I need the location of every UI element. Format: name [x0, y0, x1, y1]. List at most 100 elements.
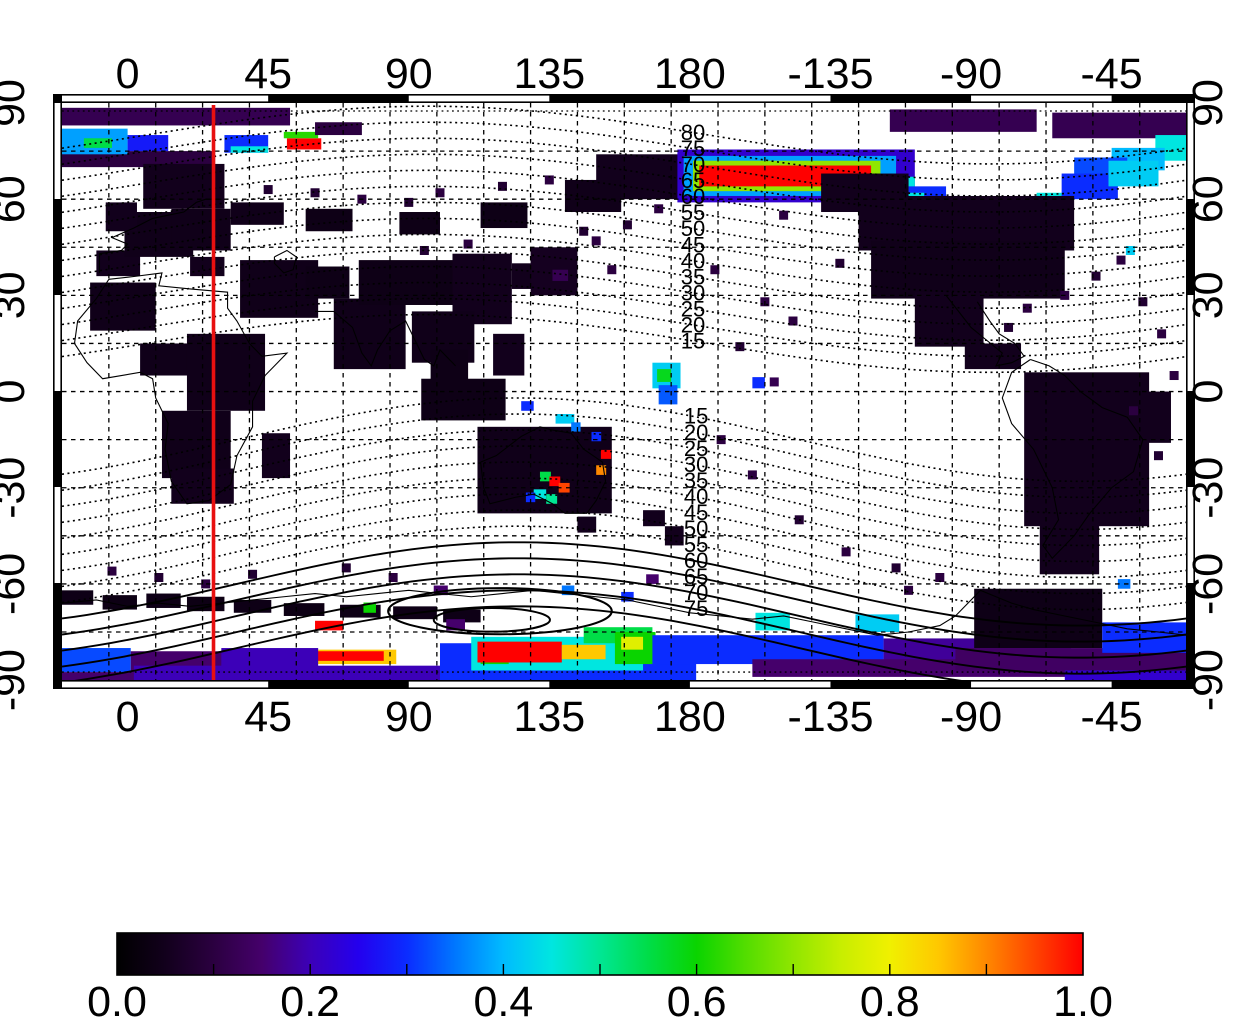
- lat-tick-label-left: 60: [0, 175, 34, 223]
- maglat-label-north: 40: [681, 248, 705, 273]
- maglat-label-north: 45: [681, 232, 705, 257]
- maglat-contour-south: [62, 445, 1187, 531]
- maglat-label-south: 30: [684, 452, 708, 477]
- roti-cell: [1061, 173, 1118, 200]
- maglat-contour-south: [62, 397, 1187, 483]
- maglat-polar-oval: [432, 606, 551, 633]
- frame-bottom-segment: [62, 681, 269, 688]
- frame-left-segment: [54, 487, 61, 583]
- roti-cell: [521, 401, 534, 411]
- roti-cell: [171, 208, 231, 251]
- roti-cell: [493, 333, 525, 376]
- roti-cell: [752, 377, 765, 389]
- roti-cell: [127, 135, 169, 152]
- map-frame: [53, 94, 1195, 689]
- lat-tick-label-right: 0: [1184, 380, 1232, 404]
- maglat-contour-south: [62, 461, 1187, 547]
- coastline: [73, 272, 289, 505]
- lon-tick-label-bottom: -135: [787, 693, 873, 741]
- roti-speckle: [841, 547, 851, 557]
- lon-tick-label-bottom: 180: [654, 693, 726, 741]
- lon-tick-label-top: 45: [244, 50, 292, 98]
- roti-cell: [233, 599, 272, 613]
- maglat-label-north: 50: [681, 216, 705, 241]
- lat-tick-label-right: -30: [1184, 457, 1232, 519]
- roti-cell: [240, 260, 319, 318]
- roti-speckle: [1125, 245, 1135, 255]
- roti-cell: [399, 212, 440, 235]
- maglat-label-north: 20: [681, 312, 705, 337]
- roti-speckle: [622, 220, 632, 230]
- frame-bottom: [53, 680, 1195, 689]
- frame-right-segment: [1187, 295, 1194, 391]
- frame-bottom-segment: [971, 681, 1112, 688]
- roti-cell: [305, 208, 353, 232]
- roti-cell: [555, 413, 575, 424]
- frame-right-segment: [1187, 487, 1194, 583]
- maglat-label-south: 15: [684, 404, 708, 429]
- roti-speckle: [1138, 297, 1148, 307]
- maglat-label-north: 80: [681, 120, 705, 145]
- frame-left-segment: [54, 103, 61, 199]
- roti-cell: [221, 648, 319, 668]
- roti-cell: [855, 614, 900, 633]
- roti-speckle: [463, 239, 473, 249]
- roti-cell: [480, 202, 528, 229]
- frame-left: [53, 94, 62, 689]
- coastline: [98, 198, 222, 273]
- roti-cell: [955, 648, 1187, 671]
- roti-cell: [600, 449, 612, 459]
- roti-cell: [1052, 112, 1187, 139]
- roti-cell: [621, 591, 634, 602]
- roti-cell: [90, 282, 156, 331]
- lat-tick-label-left: 30: [0, 271, 34, 319]
- maglat-label-north: 25: [681, 296, 705, 321]
- roti-speckle: [248, 569, 258, 579]
- lon-tick-label-top: -45: [1081, 50, 1143, 98]
- roti-cell: [549, 476, 561, 487]
- lat-tick-label-left: 0: [0, 380, 34, 404]
- roti-speckle: [419, 245, 429, 255]
- roti-cell: [143, 163, 225, 209]
- roti-speckle: [201, 579, 211, 589]
- colorbar-tick-label: 0.8: [860, 978, 920, 1024]
- roti-cell: [658, 385, 678, 405]
- roti-speckle: [779, 210, 789, 220]
- roti-cell: [315, 620, 344, 631]
- roti-cell: [283, 131, 319, 139]
- roti-speckle: [1116, 255, 1126, 265]
- lat-tick-label-left: -90: [0, 649, 34, 711]
- colorbar-tick-label: 0.6: [667, 978, 727, 1024]
- maglat-label-north: 55: [681, 200, 705, 225]
- lat-tick-label-right: 60: [1184, 175, 1232, 223]
- roti-cell: [62, 107, 291, 126]
- maglat-label-south: 65: [684, 564, 708, 589]
- lat-tick-label-right: -60: [1184, 553, 1232, 615]
- lon-tick-label-bottom: 135: [513, 693, 585, 741]
- frame-top-segment: [62, 95, 269, 102]
- colorbar-tick-label: 0.0: [87, 978, 147, 1024]
- roti-speckle: [788, 316, 798, 326]
- roti-cell: [552, 269, 569, 281]
- axis-labels: 0045459090135135180180-135-135-90-90-45-…: [0, 50, 1232, 741]
- roti-cell: [539, 471, 551, 482]
- roti-speckle: [263, 185, 273, 195]
- roti-speckle: [435, 188, 445, 198]
- roti-cell: [546, 494, 558, 504]
- maglat-label-south: 45: [684, 500, 708, 525]
- roti-cell: [62, 151, 216, 168]
- roti-cell: [261, 433, 291, 479]
- frame-bottom-segment: [408, 681, 550, 688]
- lon-tick-label-top: 0: [116, 50, 140, 98]
- lon-tick-label-top: 180: [654, 50, 726, 98]
- lat-tick-label-left: -60: [0, 553, 34, 615]
- roti-speckle: [404, 197, 414, 207]
- colorbar-tick-label: 1.0: [1053, 978, 1113, 1024]
- roti-cell: [1102, 622, 1187, 653]
- lat-tick-label-right: 30: [1184, 271, 1232, 319]
- maglat-label-south: 20: [684, 420, 708, 445]
- roti-cell: [1092, 391, 1171, 443]
- maglat-label-south: 75: [684, 596, 708, 621]
- roti-cell: [558, 482, 570, 493]
